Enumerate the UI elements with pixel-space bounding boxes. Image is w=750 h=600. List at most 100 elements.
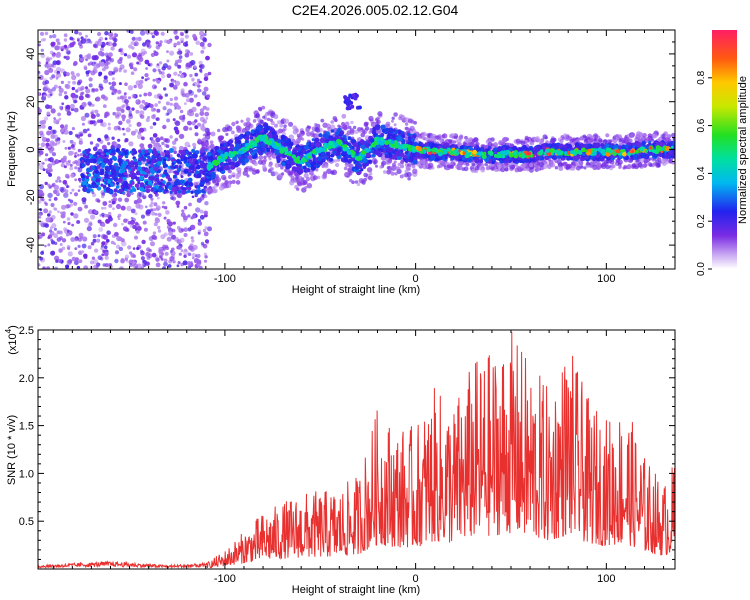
band-dot xyxy=(90,188,94,192)
band-dot xyxy=(117,173,122,178)
noise-dot xyxy=(77,206,83,212)
halo-dot xyxy=(474,165,480,171)
noise-dot xyxy=(72,147,76,151)
noise-dot xyxy=(111,92,115,96)
noise-dot xyxy=(131,52,138,58)
noise-dot xyxy=(89,141,94,145)
noise-dot xyxy=(203,210,208,215)
noise-dot xyxy=(65,72,70,77)
halo-dot xyxy=(409,125,415,132)
halo-dot xyxy=(208,145,213,149)
band-dot xyxy=(166,154,171,158)
band-dot xyxy=(132,188,137,192)
chart-title: C2E4.2026.005.02.12.G04 xyxy=(291,2,459,18)
noise-dot xyxy=(103,78,109,84)
band-dot xyxy=(128,183,133,188)
noise-dot xyxy=(90,260,94,265)
noise-dot xyxy=(61,204,66,210)
halo-dot xyxy=(514,167,520,173)
halo-dot xyxy=(303,172,309,179)
noise-dot xyxy=(54,159,60,165)
band-dot xyxy=(175,172,179,176)
halo-dot xyxy=(598,138,603,143)
noise-dot xyxy=(107,122,111,126)
halo-dot xyxy=(453,135,458,140)
noise-dot xyxy=(126,205,132,212)
noise-dot xyxy=(51,53,56,58)
noise-dot xyxy=(169,256,175,262)
noise-dot xyxy=(147,91,152,97)
noise-dot xyxy=(56,60,60,64)
band-dot xyxy=(191,170,195,174)
noise-dot xyxy=(63,192,69,198)
band-dot xyxy=(167,165,171,169)
noise-dot xyxy=(51,250,55,255)
halo-dot xyxy=(379,165,383,169)
band-dot xyxy=(97,157,103,162)
noise-dot xyxy=(44,80,50,85)
noise-dot xyxy=(166,50,169,53)
noise-dot xyxy=(113,242,116,245)
noise-dot xyxy=(173,42,177,47)
halo-dot xyxy=(280,165,284,170)
band-dot xyxy=(191,148,196,153)
band-dot xyxy=(131,181,135,185)
halo-dot xyxy=(364,126,370,131)
noise-dot xyxy=(79,54,83,58)
halo-dot xyxy=(331,169,338,176)
noise-dot xyxy=(123,69,127,73)
band-dot xyxy=(81,178,85,182)
noise-dot xyxy=(145,205,148,209)
noise-dot xyxy=(127,85,134,91)
band-dot xyxy=(196,173,202,179)
noise-dot xyxy=(188,202,192,207)
noise-dot xyxy=(139,143,145,149)
noise-dot xyxy=(207,226,212,232)
noise-dot xyxy=(131,93,137,99)
band-dot xyxy=(91,166,96,171)
noise-dot xyxy=(63,129,69,135)
noise-dot xyxy=(44,158,48,162)
noise-dot xyxy=(137,226,142,231)
noise-dot xyxy=(160,31,165,36)
noise-dot xyxy=(118,69,122,73)
halo-dot xyxy=(221,174,227,181)
noise-dot xyxy=(136,55,142,61)
halo-dot xyxy=(511,164,516,169)
halo-dot xyxy=(530,141,535,146)
noise-dot xyxy=(66,245,71,249)
noise-dot xyxy=(138,52,142,56)
noise-dot xyxy=(156,63,160,66)
noise-dot xyxy=(143,227,148,232)
noise-dot xyxy=(112,111,116,116)
noise-dot xyxy=(188,245,194,251)
band-dot xyxy=(131,164,135,168)
halo-dot xyxy=(626,163,633,169)
noise-dot xyxy=(204,255,208,259)
noise-dot xyxy=(141,239,146,245)
halo-dot xyxy=(270,120,275,126)
noise-dot xyxy=(46,166,53,173)
halo-dot xyxy=(266,152,272,158)
halo-dot xyxy=(385,121,391,127)
noise-dot xyxy=(202,228,206,233)
noise-dot xyxy=(138,127,145,133)
noise-dot xyxy=(69,199,74,204)
halo-dot xyxy=(529,163,534,168)
noise-dot xyxy=(162,248,166,252)
noise-dot xyxy=(130,130,136,136)
noise-dot xyxy=(188,97,194,103)
halo-dot xyxy=(398,116,403,121)
noise-dot xyxy=(187,112,191,116)
band-dot xyxy=(159,182,163,186)
ridge-dot xyxy=(404,151,408,155)
noise-dot xyxy=(162,124,167,130)
halo-dot xyxy=(558,166,564,171)
noise-dot xyxy=(54,266,59,269)
noise-dot xyxy=(46,111,51,116)
halo-dot xyxy=(412,168,418,174)
band-dot xyxy=(150,158,156,164)
noise-dot xyxy=(66,259,72,265)
halo-dot xyxy=(668,159,673,164)
noise-dot xyxy=(132,247,136,250)
